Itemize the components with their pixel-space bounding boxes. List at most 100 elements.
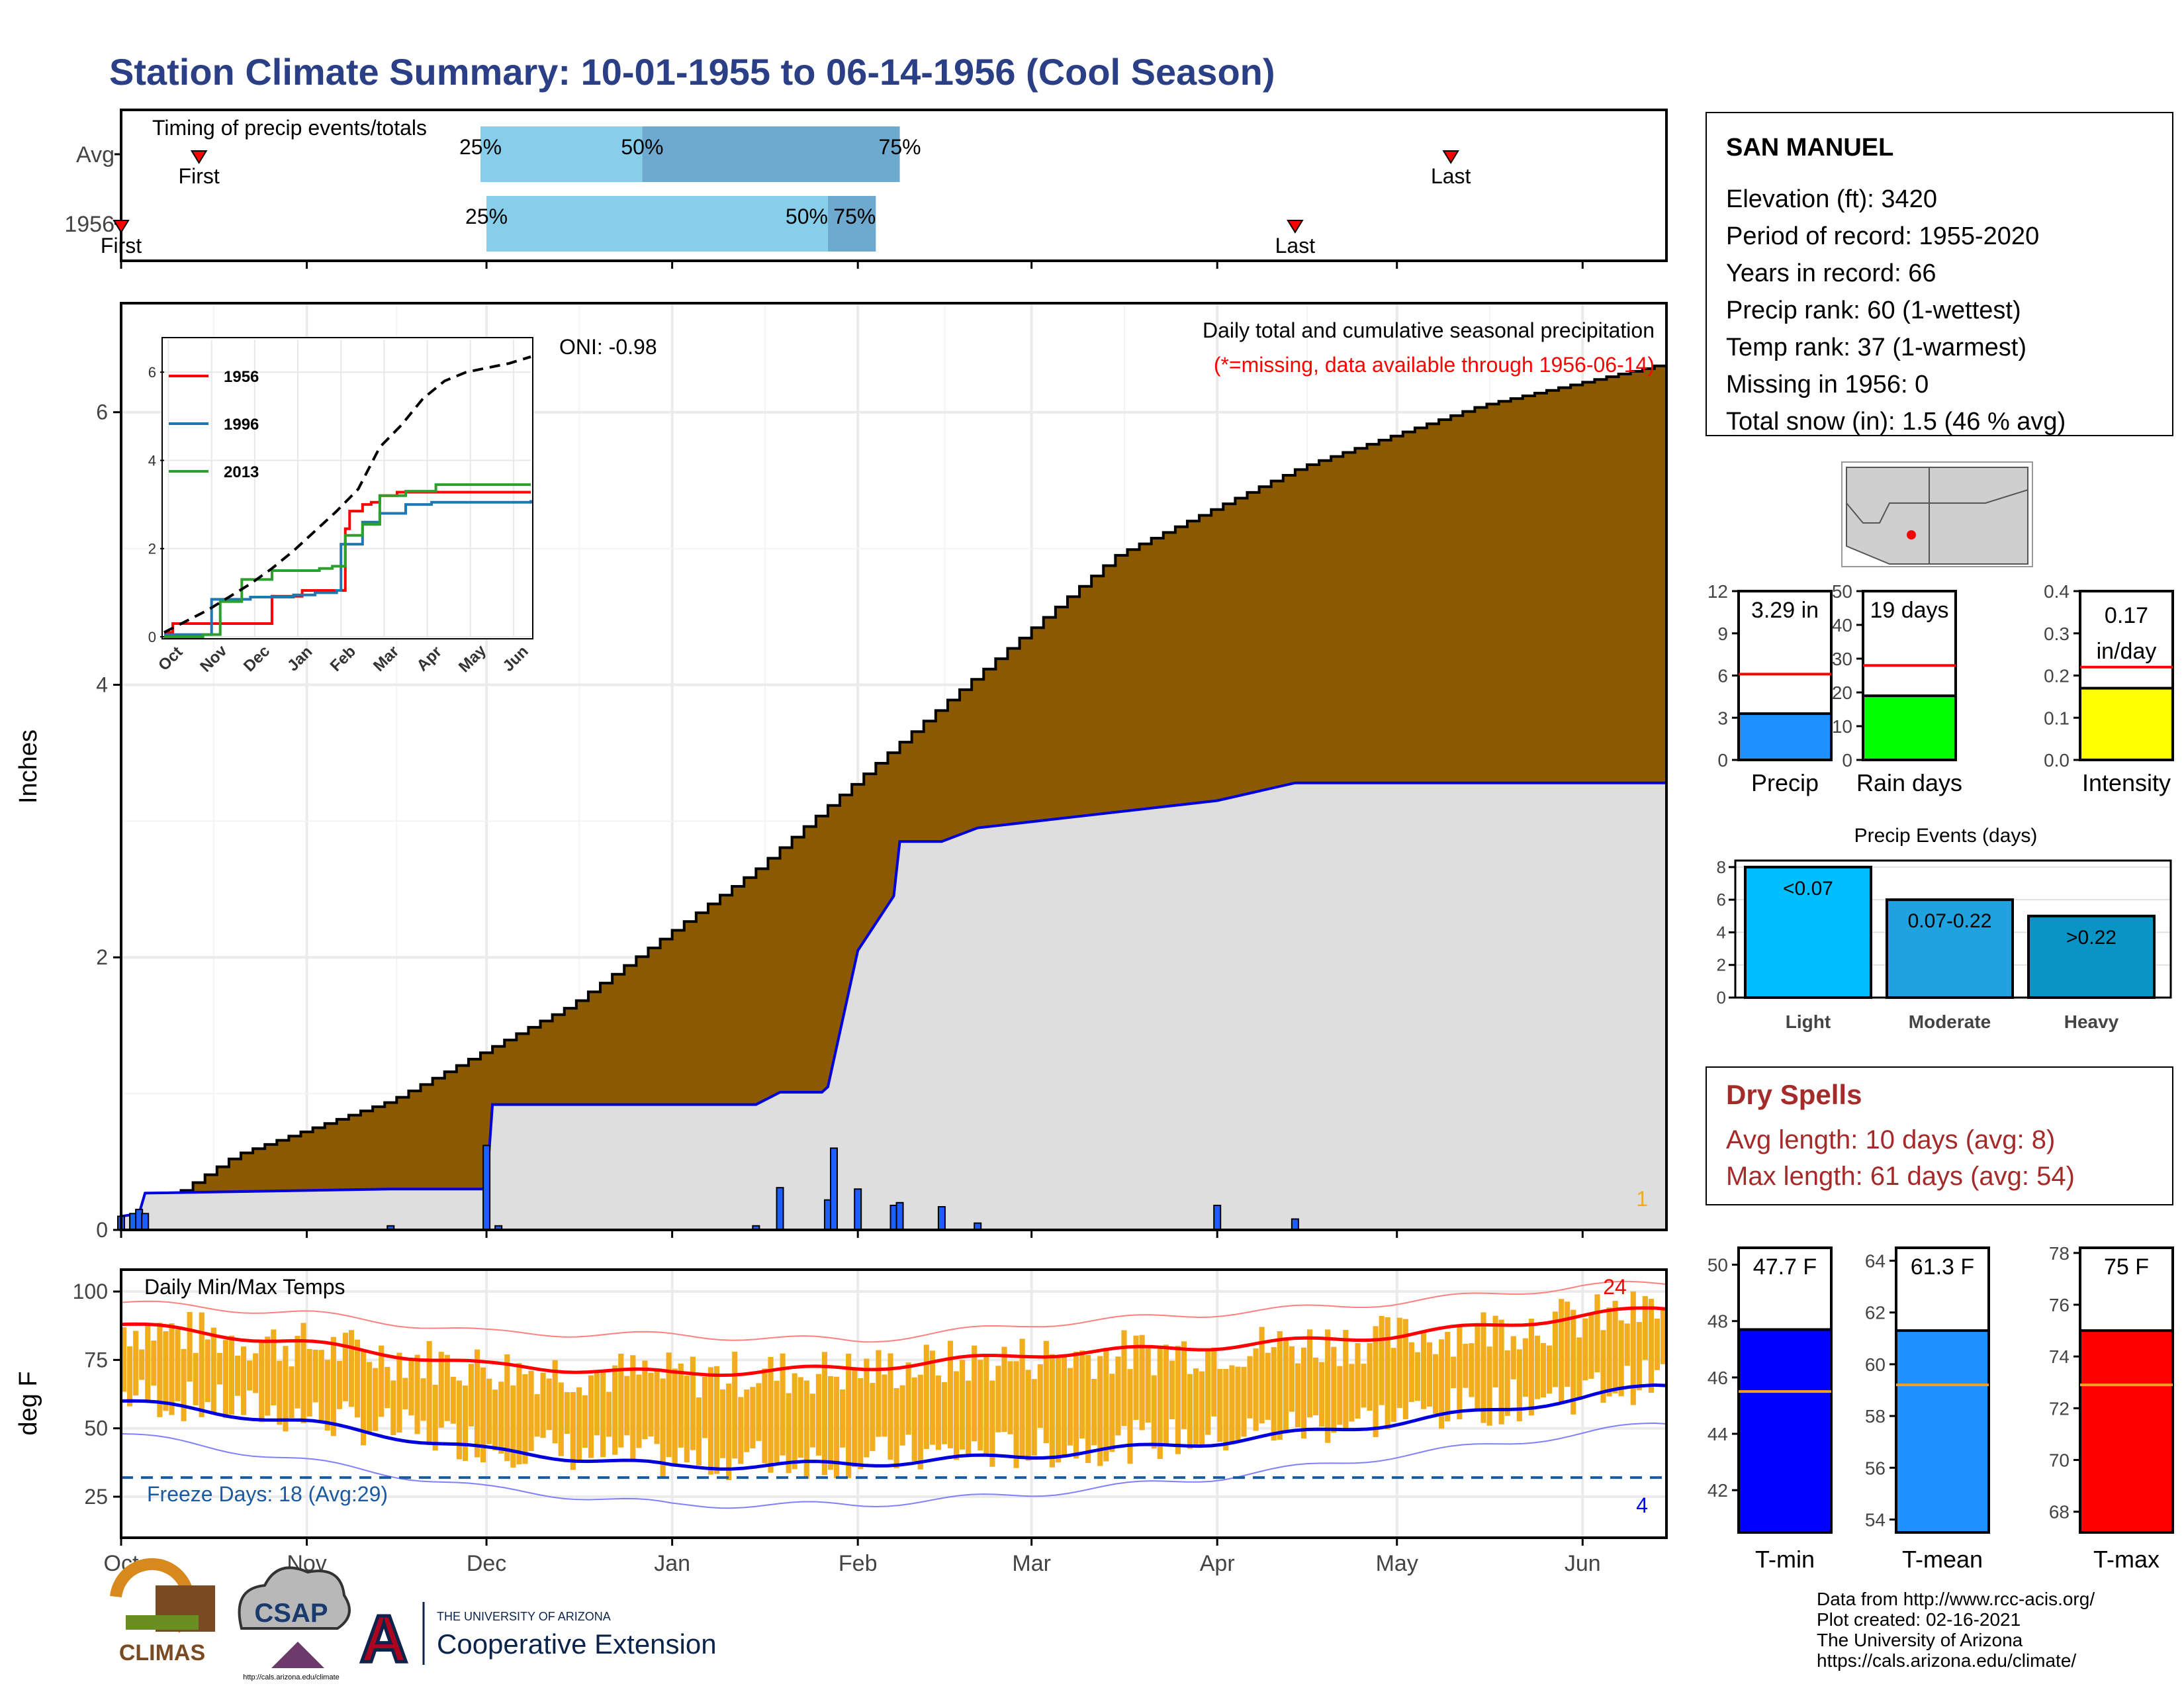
daily-temp-range-bar	[1139, 1335, 1145, 1430]
daily-temp-range-bar	[870, 1383, 876, 1452]
daily-temp-range-bar	[827, 1376, 834, 1470]
summary-y-tick-label: 0.0	[2044, 750, 2070, 771]
timing-50-label: 50%	[621, 135, 663, 159]
daily-temp-range-bar	[1289, 1346, 1295, 1412]
summary-y-tick-label: 70	[2049, 1450, 2070, 1471]
daily-temp-range-bar	[768, 1356, 774, 1473]
daily-precip-bar	[141, 1213, 150, 1231]
daily-temp-range-bar	[1636, 1322, 1642, 1391]
daily-temp-range-bar	[234, 1355, 241, 1396]
timing-bar-25-50	[486, 196, 828, 252]
map-division-lines-2	[1929, 489, 2028, 504]
daily-temp-range-bar	[1121, 1330, 1127, 1427]
summary-y-tick-label: 0.2	[2044, 666, 2070, 686]
daily-temp-range-bar	[1061, 1356, 1068, 1456]
daily-temp-range-bar	[803, 1380, 809, 1479]
daily-temp-range-bar	[1265, 1352, 1271, 1420]
inset-y-tick-label: 6	[148, 364, 156, 381]
normal-max-line	[120, 1306, 1667, 1378]
footer-line: https://cals.arizona.edu/climate/	[1817, 1650, 2076, 1671]
daily-temp-range-bar	[253, 1353, 259, 1393]
summary-chart-precip: 0 3 6 9 12 3.29 in Precip	[1707, 581, 1833, 796]
daily-precip-bar	[854, 1188, 862, 1231]
daily-temp-range-bar	[342, 1333, 349, 1401]
daily-temp-range-bar	[1229, 1365, 1235, 1442]
summary-y-tick-label: 50	[1832, 581, 1852, 602]
cold-days-count: 4	[1636, 1493, 1648, 1517]
daily-temp-range-bar	[833, 1376, 840, 1478]
daily-temp-range-bar	[1433, 1354, 1439, 1414]
daily-temp-range-bar	[492, 1389, 498, 1451]
month-tick-label: Jun	[1565, 1551, 1601, 1576]
daily-temp-range-bar	[312, 1349, 318, 1403]
daily-temp-range-bar	[498, 1382, 504, 1454]
daily-temp-range-bar	[941, 1382, 948, 1444]
summary-category-label: Precip	[1751, 769, 1819, 796]
station-info-line: Temp rank: 37 (1-warmest)	[1726, 334, 2026, 361]
daily-temp-range-bar	[336, 1360, 342, 1409]
csap-mountain	[271, 1642, 324, 1668]
daily-temp-range-bar	[199, 1312, 205, 1417]
oni-annotation: ONI: -0.98	[559, 335, 657, 359]
daily-temp-range-bar	[1205, 1349, 1211, 1435]
daily-temp-range-bar	[187, 1311, 193, 1382]
precip-y-tick-label: 0	[96, 1218, 108, 1242]
last-event-label: Last	[1431, 164, 1471, 188]
month-tick-label: Dec	[467, 1551, 506, 1576]
precip-y-tick-label: 4	[96, 673, 108, 696]
daily-temp-range-bar	[1199, 1371, 1205, 1448]
daily-temp-range-bar	[1319, 1362, 1325, 1427]
temp-y-tick-label: 50	[84, 1417, 108, 1440]
precip-y-tick-label: 2	[96, 945, 108, 969]
daily-temp-range-bar	[1175, 1346, 1181, 1454]
daily-temp-range-bar	[1522, 1338, 1528, 1397]
daily-temp-range-bar	[1379, 1315, 1385, 1405]
normal-min-line	[120, 1383, 1667, 1471]
daily-temp-range-bar	[840, 1389, 846, 1448]
daily-temp-range-bar	[1463, 1343, 1469, 1388]
daily-temp-range-bar	[504, 1354, 510, 1462]
daily-temp-range-bar	[923, 1344, 929, 1449]
average-cumulative-area	[120, 781, 1668, 1231]
daily-temp-range-bar	[887, 1353, 893, 1460]
summary-y-tick-label: 40	[1832, 615, 1852, 635]
daily-precip-bar	[829, 1147, 838, 1231]
summary-value-label: 0.17	[2105, 603, 2148, 628]
event-category-label: Moderate	[1909, 1011, 1991, 1032]
daily-temp-range-bar	[882, 1374, 887, 1437]
temp-y-tick-label: 100	[73, 1280, 108, 1303]
daily-temp-range-bar	[1486, 1346, 1492, 1426]
daily-temp-range-bar	[762, 1368, 768, 1464]
summary-y-tick-label: 50	[1707, 1255, 1728, 1276]
daily-temp-range-bar	[1426, 1342, 1433, 1407]
daily-temp-range-bar	[1025, 1370, 1031, 1461]
daily-temp-range-bar	[330, 1336, 336, 1436]
daily-temp-range-bar	[648, 1372, 654, 1437]
daily-temp-range-bar	[241, 1346, 247, 1415]
event-category-label: Heavy	[2064, 1011, 2119, 1032]
daily-temp-range-bar	[259, 1342, 265, 1423]
daily-temp-range-bar	[127, 1346, 133, 1407]
daily-temp-range-bar	[426, 1340, 432, 1445]
daily-temp-range-bar	[666, 1352, 672, 1458]
daily-temp-range-bar	[1193, 1368, 1199, 1445]
dry-spells-title: Dry Spells	[1726, 1079, 1862, 1110]
summary-category-label: Intensity	[2082, 769, 2171, 796]
precip-chart-subtitle: (*=missing, data available through 1956-…	[1214, 353, 1655, 377]
daily-temp-range-bar	[1361, 1364, 1367, 1408]
daily-temp-range-bar	[744, 1389, 750, 1452]
daily-temp-range-bar	[552, 1360, 558, 1444]
daily-temp-range-bar	[720, 1389, 726, 1458]
summary-chart-intensity: 0.0 0.1 0.2 0.3 0.4 0.17 in/day Intensity	[2044, 581, 2174, 796]
station-info-line: Precip rank: 60 (1-wettest)	[1726, 297, 2021, 324]
daily-temp-range-bar	[786, 1393, 792, 1474]
daily-temp-range-bar	[642, 1360, 648, 1440]
map-division-lines	[1846, 467, 1929, 524]
daily-temp-range-bar	[702, 1376, 708, 1438]
daily-temp-range-bar	[300, 1323, 306, 1424]
daily-temp-range-bar	[1187, 1374, 1193, 1449]
daily-temp-range-bar	[1469, 1343, 1475, 1397]
daily-temp-range-bar	[815, 1374, 821, 1456]
locator-map	[1841, 461, 2033, 567]
